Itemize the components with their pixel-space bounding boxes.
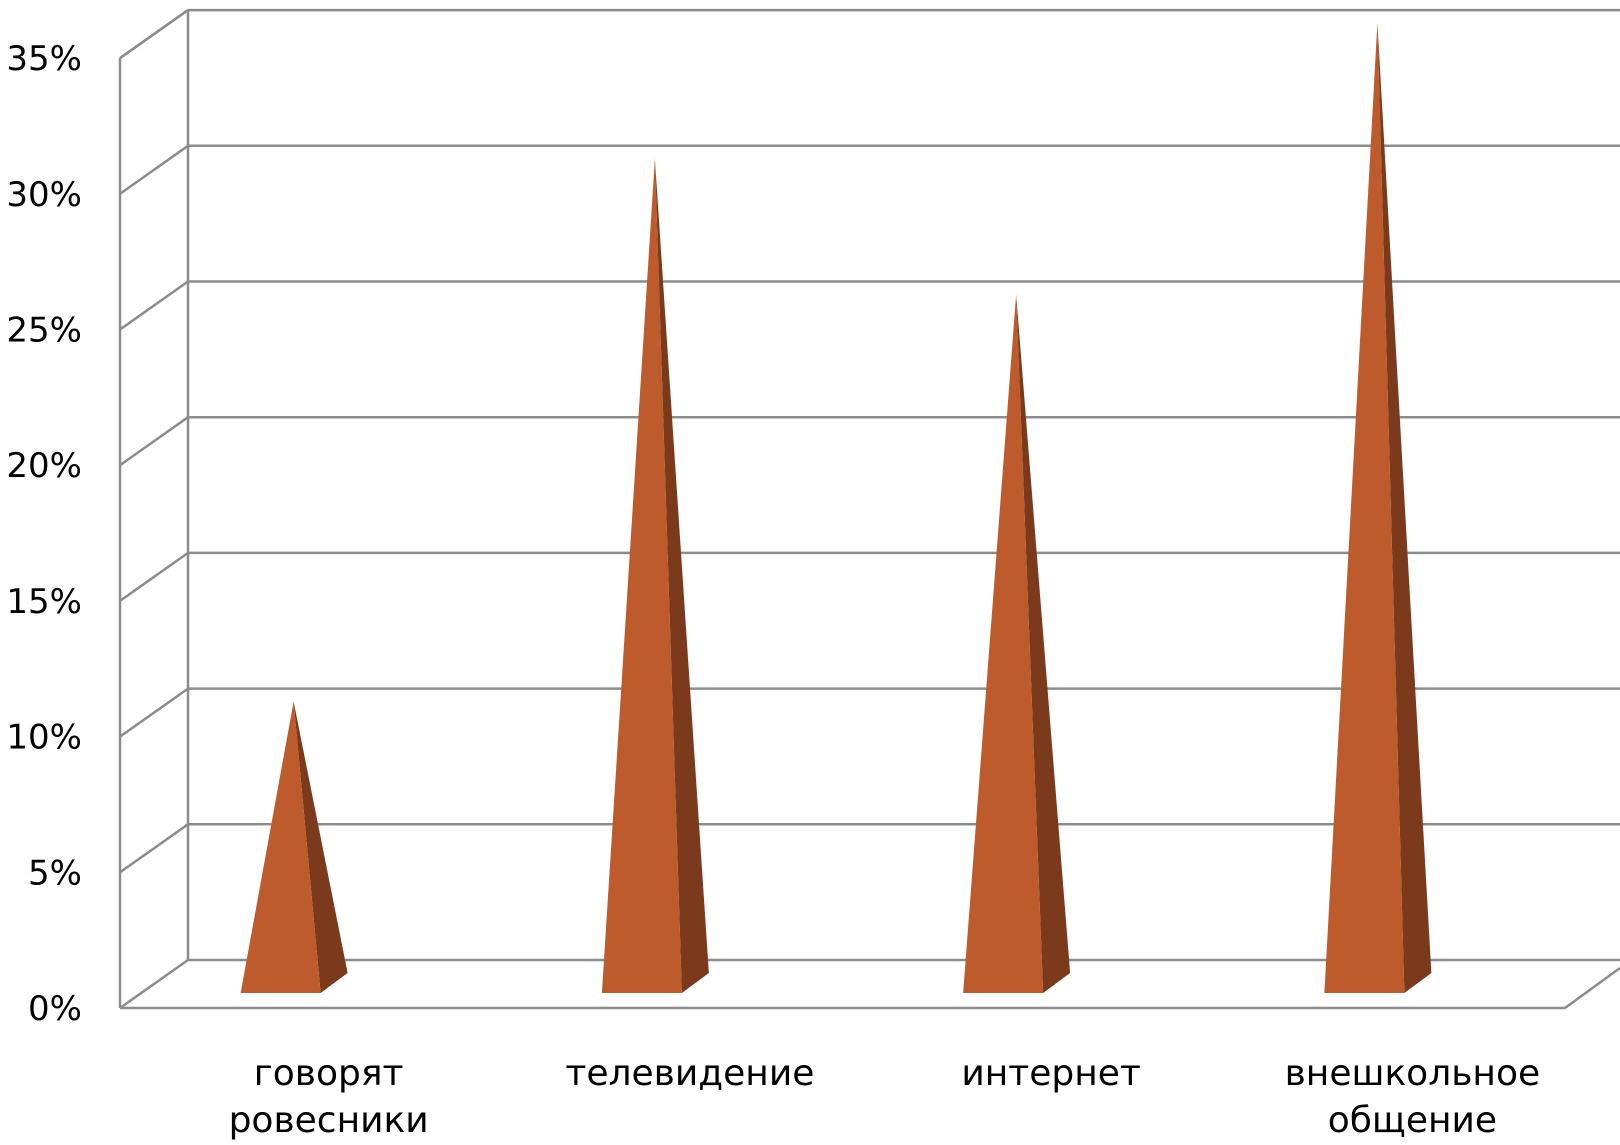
bar-pyramid-front [240,701,321,993]
side-wall-gridline [119,280,189,331]
x-axis-category-labels: говорят ровесники телевидение интернет внешк… [229,1053,1541,1141]
x-category-label: внешкольное общение [1285,1053,1541,1141]
bar-pyramid [963,294,1071,993]
y-tick-label: 25% [6,311,82,351]
x-category-label: интернет [961,1053,1141,1094]
bar-pyramid [601,158,709,994]
side-wall-gridline [119,416,189,467]
bar-pyramid-side [1377,23,1432,994]
y-axis-tick-labels: 0% 5% 10% 15% 20% 25% 30% 35% [6,39,82,1029]
y-tick-label: 10% [6,718,82,758]
chart-bars [240,23,1432,994]
bar-pyramid [240,701,348,993]
y-tick-label: 5% [28,853,82,893]
y-tick-label: 30% [6,175,82,215]
y-tick-label: 35% [6,39,82,79]
side-wall-gridline [119,958,189,1010]
bar-pyramid-front [963,294,1044,993]
floor-right-edge [1564,966,1620,1010]
bar-pyramid-front [1324,23,1405,994]
bar-pyramid-front [601,158,682,994]
bar-pyramid-side [654,158,709,994]
bar-pyramid [1324,23,1432,994]
side-wall-gridline [119,551,189,602]
y-tick-label: 20% [6,446,82,486]
y-tick-label: 15% [6,582,82,622]
side-wall-top [119,8,189,60]
side-wall-gridline [119,687,189,738]
side-wall-gridline [119,823,189,874]
side-wall-gridline [119,144,189,195]
bar-pyramid-side [293,701,348,993]
y-tick-label: 0% [28,989,82,1029]
x-category-label: телевидение [565,1053,814,1094]
x-category-label: говорят ровесники [229,1053,429,1141]
bar-pyramid-side [1016,294,1071,993]
